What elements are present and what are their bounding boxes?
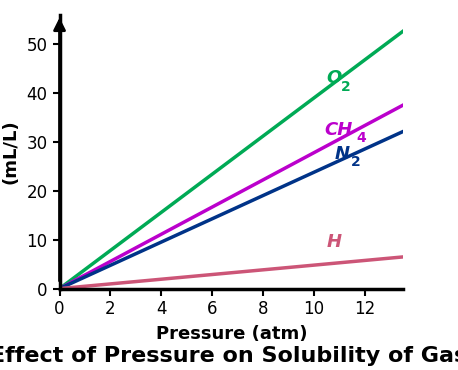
Text: H: H: [327, 233, 342, 251]
X-axis label: Pressure (atm): Pressure (atm): [156, 325, 307, 343]
Text: N: N: [334, 145, 349, 163]
Text: 4: 4: [356, 131, 366, 145]
Text: 2: 2: [341, 80, 350, 94]
Text: CH: CH: [324, 121, 353, 139]
Text: 2: 2: [351, 155, 360, 169]
Y-axis label: Solubility
(mL/L): Solubility (mL/L): [0, 104, 20, 199]
Text: O: O: [327, 69, 342, 87]
Text: Effect of Pressure on Solubility of Gas: Effect of Pressure on Solubility of Gas: [0, 346, 458, 366]
